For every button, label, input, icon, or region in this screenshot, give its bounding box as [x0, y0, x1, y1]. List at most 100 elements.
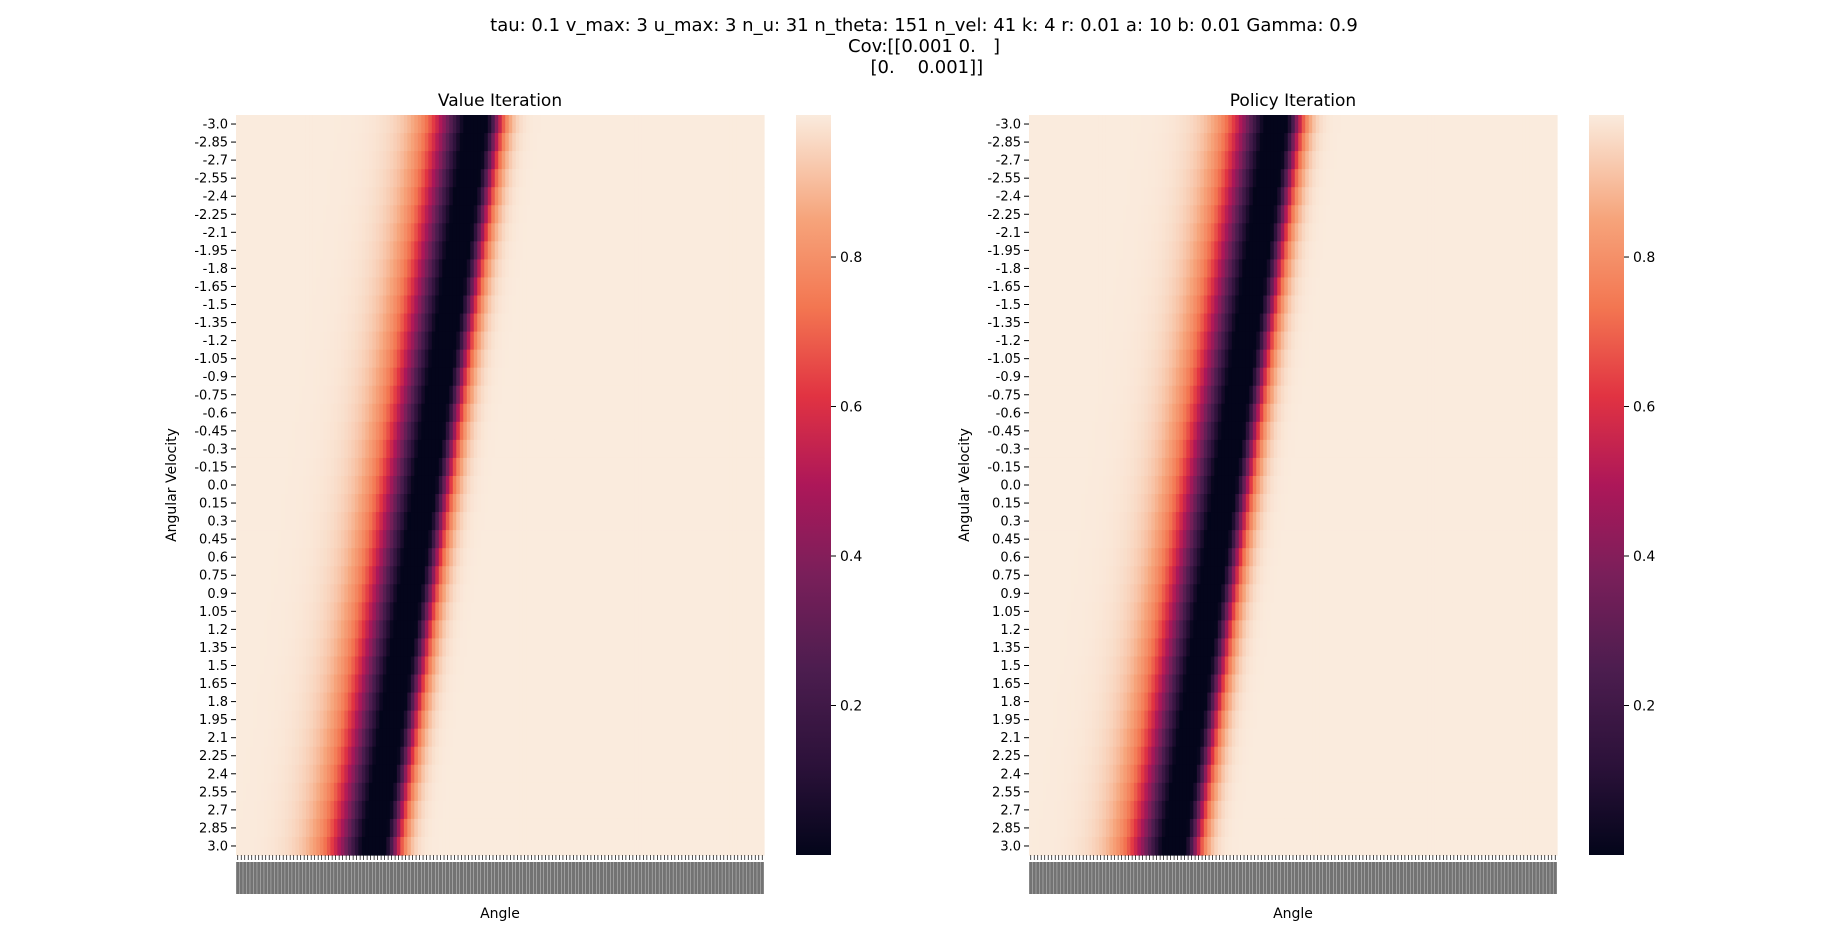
- heatmap-cell: [298, 620, 304, 640]
- heatmap-cell: [666, 548, 671, 567]
- heatmap-cell: [452, 475, 457, 495]
- heatmap-cell: [557, 530, 562, 549]
- heatmap-cell: [585, 403, 590, 423]
- heatmap-cell: [302, 512, 307, 531]
- heatmap-cell: [487, 548, 492, 567]
- heatmap-cell: [694, 566, 699, 585]
- heatmap-cell: [680, 457, 685, 477]
- heatmap-cell: [620, 620, 625, 640]
- heatmap-cell: [389, 548, 394, 567]
- heatmap-cell: [557, 151, 562, 170]
- heatmap-cell: [624, 241, 629, 260]
- heatmap-cell: [424, 512, 429, 531]
- heatmap-cell: [365, 403, 370, 423]
- heatmap-cell: [613, 277, 618, 297]
- heatmap-cell: [347, 530, 352, 549]
- heatmap-cell: [645, 656, 650, 676]
- heatmap-cell: [316, 115, 321, 134]
- heatmap-cell: [736, 313, 741, 333]
- heatmap-cell: [648, 656, 653, 676]
- heatmap-cell: [298, 169, 304, 188]
- heatmap-cell: [302, 674, 307, 694]
- heatmap-cell: [456, 277, 461, 297]
- heatmap-cell: [323, 277, 328, 297]
- heatmap-cell: [617, 295, 622, 315]
- heatmap-cell: [466, 313, 471, 333]
- heatmap-cell: [571, 674, 576, 694]
- heatmap-cell: [722, 331, 727, 351]
- heatmap-cell: [533, 602, 538, 621]
- heatmap-cell: [522, 223, 527, 242]
- heatmap-cell: [753, 313, 758, 333]
- heatmap-cell: [603, 638, 608, 658]
- heatmap-cell: [414, 602, 419, 621]
- heatmap-cell: [403, 403, 408, 423]
- heatmap-cell: [662, 566, 667, 585]
- heatmap-cell: [529, 692, 534, 712]
- heatmap-cell: [554, 494, 559, 513]
- heatmap-cell: [645, 331, 650, 351]
- heatmap-cell: [575, 656, 580, 676]
- heatmap-cell: [410, 692, 415, 712]
- heatmap-cell: [627, 638, 632, 658]
- heatmap-cell: [603, 313, 608, 333]
- heatmap-cell: [540, 403, 545, 423]
- heatmap-cell: [676, 602, 681, 621]
- heatmap-cell: [330, 674, 335, 694]
- heatmap-cell: [323, 385, 328, 405]
- heatmap-cell: [291, 548, 297, 567]
- heatmap-cell: [683, 638, 688, 658]
- heatmap-cell: [456, 295, 461, 315]
- heatmap-cell: [260, 115, 265, 134]
- heatmap-cell: [746, 530, 751, 549]
- heatmap-cell: [676, 638, 681, 658]
- heatmap-cell: [337, 692, 342, 712]
- heatmap-cell: [323, 313, 328, 333]
- heatmap-cell: [512, 439, 517, 459]
- heatmap-cell: [480, 241, 485, 260]
- heatmap-cell: [711, 331, 716, 351]
- heatmap-cell: [666, 403, 671, 423]
- heatmap-cell: [718, 169, 723, 188]
- heatmap-cell: [407, 620, 412, 640]
- heatmap-cell: [613, 548, 618, 567]
- heatmap-cell: [284, 475, 290, 495]
- heatmap-cell: [459, 457, 464, 477]
- heatmap-cell: [669, 367, 674, 387]
- heatmap-cell: [333, 512, 339, 531]
- heatmap-cell: [354, 602, 359, 621]
- heatmap-cell: [480, 584, 485, 603]
- heatmap-cell: [561, 385, 566, 405]
- heatmap-cell: [288, 512, 293, 531]
- heatmap-cell: [372, 475, 377, 495]
- heatmap-cell: [505, 439, 510, 459]
- heatmap-cell: [358, 692, 363, 712]
- heatmap-cell: [449, 385, 454, 405]
- heatmap-cell: [260, 385, 265, 405]
- heatmap-cell: [575, 512, 580, 531]
- heatmap-cell: [246, 421, 251, 441]
- heatmap-cell: [351, 494, 356, 513]
- heatmap-cell: [757, 512, 762, 531]
- heatmap-cell: [729, 656, 734, 676]
- heatmap-cell: [743, 548, 748, 567]
- heatmap-cell: [246, 403, 251, 423]
- heatmap-cell: [323, 223, 328, 242]
- heatmap-cell: [302, 584, 307, 603]
- heatmap-cell: [333, 566, 339, 585]
- heatmap-cell: [526, 475, 531, 495]
- heatmap-cell: [725, 548, 730, 567]
- heatmap-cell: [589, 548, 594, 567]
- heatmap-cell: [743, 403, 748, 423]
- heatmap-cell: [501, 620, 506, 640]
- heatmap-cell: [316, 656, 321, 676]
- heatmap-cell: [722, 620, 727, 640]
- heatmap-cell: [655, 259, 660, 279]
- heatmap-cell: [456, 349, 461, 369]
- heatmap-cell: [344, 512, 349, 531]
- heatmap-cell: [414, 187, 419, 206]
- heatmap-cell: [522, 530, 527, 549]
- heatmap-cell: [550, 133, 555, 152]
- heatmap-cell: [722, 475, 727, 495]
- heatmap-cell: [372, 331, 377, 351]
